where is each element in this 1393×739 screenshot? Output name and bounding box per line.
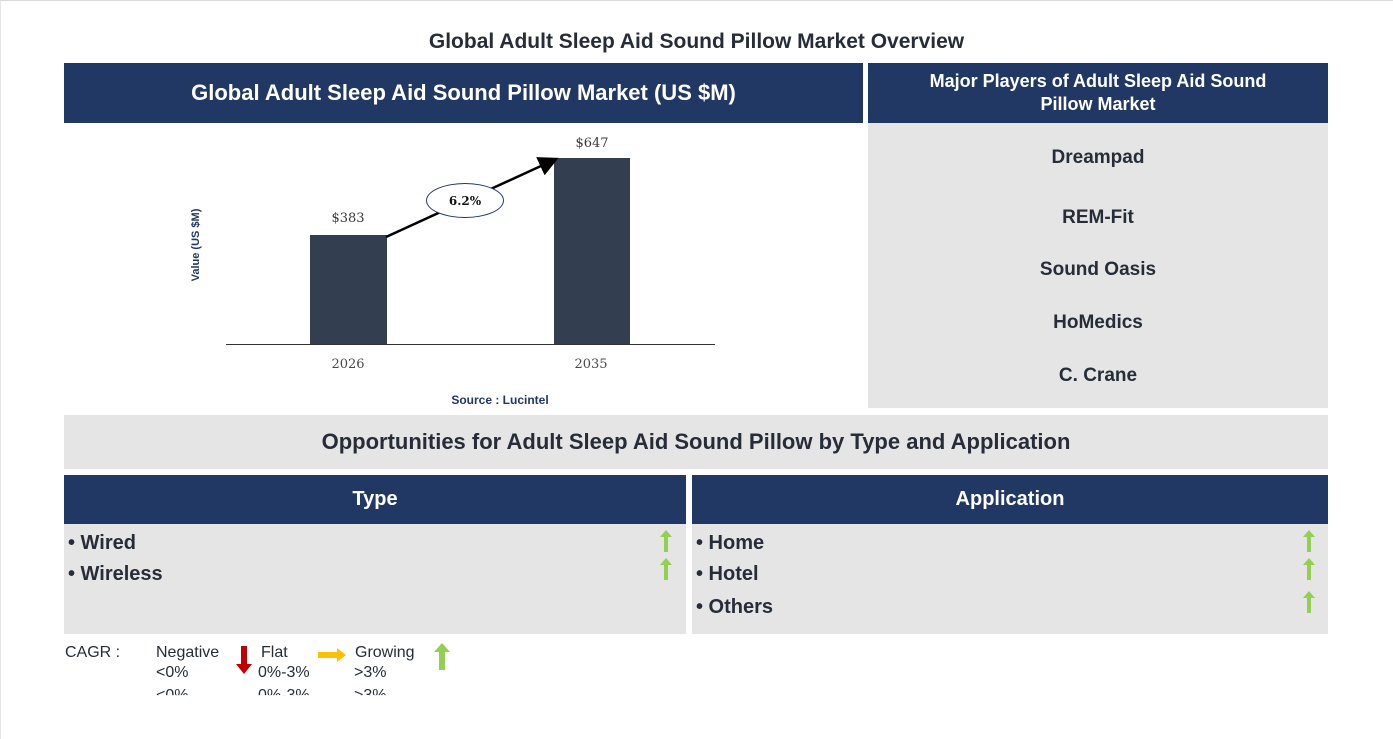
negative-arrow-icon [236,646,252,674]
legend-flat-name: Flat [261,644,288,661]
players-list: Dreampad REM-Fit Sound Oasis HoMedics C.… [868,123,1328,408]
chart-source: Source : Lucintel [451,393,549,407]
x-tick-2026: 2026 [331,357,365,372]
growing-arrow-icon [1303,591,1315,613]
application-item-hotel: • Hotel [696,563,759,585]
legend-flat-range: 0%-3% [258,664,310,681]
bar-2026 [310,235,387,344]
type-list: • Wired • Wireless [64,524,686,634]
player-item: HoMedics [1053,312,1143,333]
cagr-badge: 6.2% [426,183,504,218]
type-item-wireless: • Wireless [68,563,163,585]
application-header-label: Application [955,488,1065,510]
players-header: Major Players of Adult Sleep Aid Sound P… [868,63,1328,123]
legend-growing-range-ghost: >3% [354,687,387,704]
player-item: C. Crane [1058,365,1138,386]
x-tick-2035: 2035 [574,357,608,372]
legend-label: CAGR : [65,644,121,661]
opportunities-header: Opportunities for Adult Sleep Aid Sound … [64,415,1328,469]
flat-arrow-icon [318,648,346,662]
growing-arrow-icon [434,643,450,670]
type-header-label: Type [352,488,398,510]
bar-2035 [554,158,630,344]
legend-negative-range: <0% [156,664,189,681]
type-header: Type [64,475,686,524]
growing-arrow-icon [660,558,672,580]
opportunities-header-label: Opportunities for Adult Sleep Aid Sound … [321,429,1071,454]
chart-header-label: Global Adult Sleep Aid Sound Pillow Mark… [191,80,736,105]
y-axis-label: Value (US $M) [190,208,202,282]
cagr-value: 6.2% [448,193,482,208]
chart-header: Global Adult Sleep Aid Sound Pillow Mark… [64,63,863,123]
application-item-others: • Others [696,596,774,618]
legend-growing-name: Growing [355,644,415,661]
application-header: Application [692,475,1328,524]
cagr-legend: CAGR : Negative <0% <0% Flat 0%-3% 0%-3%… [0,642,500,712]
legend-growing-range: >3% [354,664,387,681]
bar-value-2035: $647 [575,136,609,151]
growing-arrow-icon [1303,558,1315,580]
player-item: Sound Oasis [1039,259,1157,280]
type-item-wired: • Wired [68,532,136,554]
growing-arrow-icon [660,530,672,552]
players-header-label: Major Players of Adult Sleep Aid Sound P… [929,71,1267,114]
application-item-home: • Home [696,532,765,554]
player-item: REM-Fit [1062,207,1134,228]
application-list: • Home • Hotel • Others [692,524,1328,634]
bar-value-2026: $383 [331,211,365,226]
page-title: Global Adult Sleep Aid Sound Pillow Mark… [428,30,965,53]
growing-arrow-icon [1303,530,1315,552]
legend-flat-range-ghost: 0%-3% [258,687,310,704]
x-axis-line [226,344,715,345]
legend-negative-name: Negative [156,644,220,661]
player-item: Dreampad [1051,147,1145,168]
legend-negative-range-ghost: <0% [156,687,189,704]
